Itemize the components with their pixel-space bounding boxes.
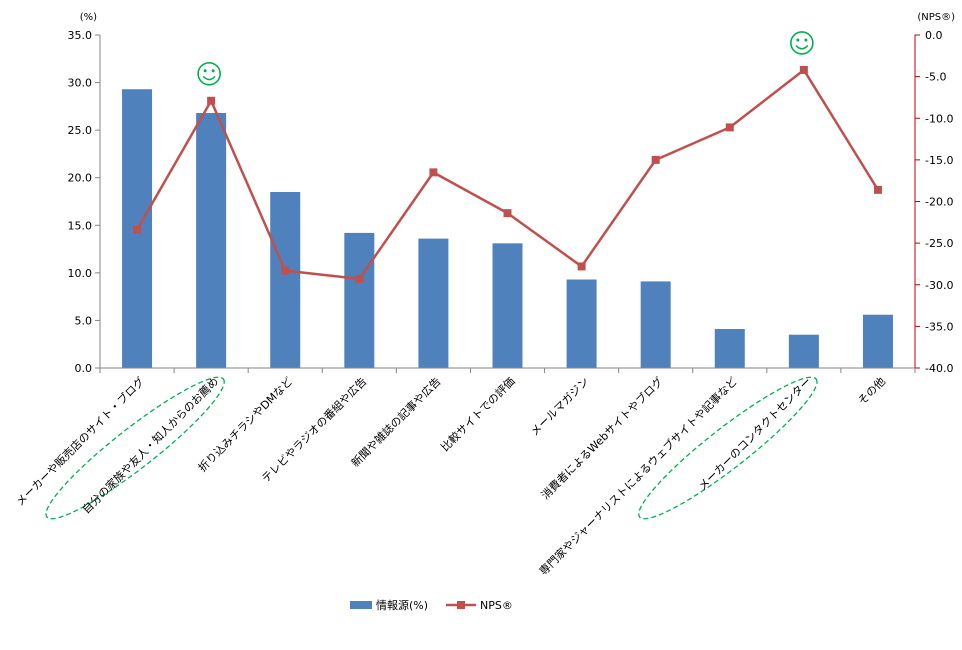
y-left-tick-label: 5.0 <box>75 314 93 327</box>
y-right-tick-label: -20.0 <box>925 196 953 209</box>
smiley-face-outline <box>790 31 814 55</box>
nps-point <box>355 274 364 283</box>
y-left-tick-label: 25.0 <box>68 124 93 137</box>
nps-point <box>651 155 660 164</box>
y-right-tick-label: -25.0 <box>925 237 953 250</box>
bar <box>270 191 301 368</box>
y-right-tick-label: -10.0 <box>925 112 953 125</box>
highlight-group <box>45 31 818 520</box>
y-right-tick-label: -40.0 <box>925 362 953 375</box>
bar <box>566 279 597 368</box>
y-right-tick-label: -5.0 <box>925 71 946 84</box>
y-left-tick-label: 15.0 <box>68 219 93 232</box>
legend-swatch-marker <box>457 601 465 609</box>
category-label: 消費者によるWebサイトやブログ <box>538 374 666 502</box>
y-right-tick-label: -15.0 <box>925 154 953 167</box>
y-left-unit-label: (%) <box>80 12 97 23</box>
nps-point <box>429 168 438 177</box>
y-right-unit-label: (NPS®) <box>917 12 955 23</box>
smiley-face-outline <box>197 61 221 86</box>
legend-swatch-bar <box>350 601 372 609</box>
bar-series-group <box>122 89 893 368</box>
y-left-tick-label: 0.0 <box>75 362 93 375</box>
smiley-icon <box>197 61 221 86</box>
y-left-tick-label: 35.0 <box>68 29 93 42</box>
bar <box>788 334 819 368</box>
legend-label-bar: 情報源(%) <box>376 598 428 612</box>
bar <box>418 238 449 368</box>
nps-point <box>799 65 808 74</box>
bar <box>492 243 523 368</box>
category-label: その他 <box>856 375 889 408</box>
nps-point <box>207 96 216 105</box>
bar <box>196 113 227 368</box>
smiley-eye <box>804 38 808 42</box>
smiley-mouth <box>202 76 216 81</box>
smiley-mouth <box>795 45 809 50</box>
highlight-oval <box>45 376 225 520</box>
category-label: メーカーや販売店のサイト・ブログ <box>13 374 147 508</box>
legend: 情報源(%) NPS® <box>350 598 513 612</box>
y-left-tick-label: 20.0 <box>68 172 93 185</box>
nps-point <box>281 266 290 275</box>
category-label: メールマガジン <box>528 375 592 439</box>
y-left-tick-label: 30.0 <box>68 77 93 90</box>
category-labels-group: メーカーや販売店のサイト・ブログ自分の家族や友人・知人からのお薦め折り込みチラシ… <box>13 374 888 578</box>
smiley-eye <box>203 69 207 73</box>
bar <box>344 232 375 368</box>
nps-point <box>873 185 882 194</box>
nps-point <box>577 262 586 271</box>
nps-point <box>133 225 142 234</box>
line-series-group <box>133 65 882 283</box>
y-right-tick-label: 0.0 <box>925 29 943 42</box>
bar <box>862 314 893 368</box>
smiley-icon <box>790 31 814 55</box>
category-label: 比較サイトでの評価 <box>438 374 518 454</box>
bar <box>714 328 745 368</box>
bar <box>640 281 671 368</box>
y-left-tick-label: 10.0 <box>68 267 93 280</box>
nps-point <box>725 123 734 132</box>
smiley-eye <box>211 69 215 73</box>
nps-point <box>503 209 512 218</box>
y-right-tick-label: -35.0 <box>925 320 953 333</box>
highlight-oval <box>638 376 818 520</box>
y-right-tick-label: -30.0 <box>925 279 953 292</box>
smiley-eye <box>796 38 800 42</box>
axes-group: 0.0 5.0 10.0 15.0 20.0 25.0 30.0 35.0 (%) 0.0 -5.0… <box>68 12 956 375</box>
category-label: 自分の家族や友人・知人からのお薦め <box>79 374 221 516</box>
legend-label-line: NPS® <box>480 599 513 612</box>
